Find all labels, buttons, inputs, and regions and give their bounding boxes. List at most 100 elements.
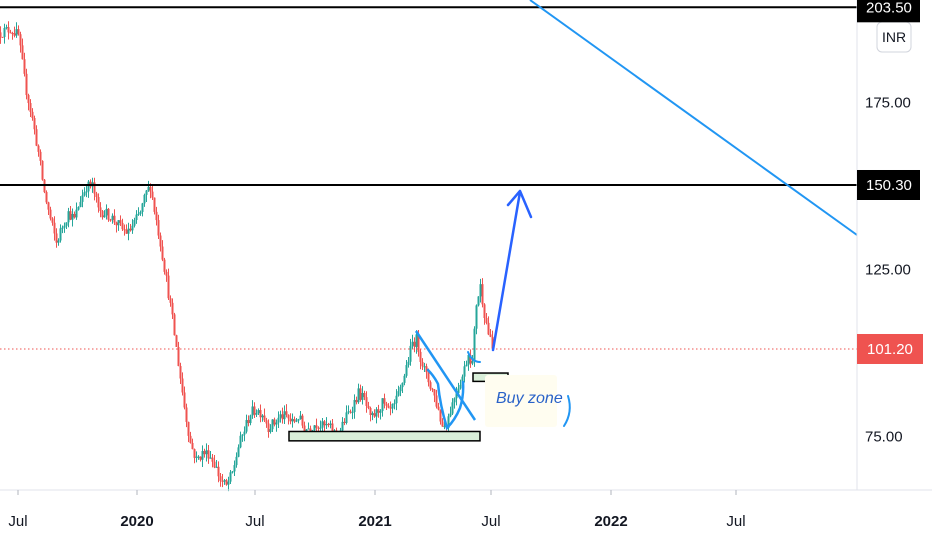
candle-body xyxy=(197,456,200,458)
candle-body xyxy=(0,32,2,37)
candle-body xyxy=(405,365,408,376)
candle-body xyxy=(111,215,114,220)
candle-body xyxy=(383,398,386,404)
candle-body xyxy=(387,405,390,408)
candle-body xyxy=(31,111,34,119)
candle-body xyxy=(403,375,406,383)
candle-body xyxy=(241,434,244,436)
candle-body xyxy=(259,410,262,418)
candle-body xyxy=(471,360,474,364)
candle-body xyxy=(481,284,484,305)
y-tick-label: 75.00 xyxy=(865,429,903,446)
candle-body xyxy=(309,428,312,431)
candle-body xyxy=(225,480,228,485)
candle-body xyxy=(331,423,334,433)
candle-body xyxy=(27,95,30,104)
candle-body xyxy=(265,420,268,424)
candle-body xyxy=(321,421,324,428)
candle-body xyxy=(141,203,144,212)
price-axis[interactable]: 75.00 125.00 175.00 INR xyxy=(856,0,932,490)
candle-body xyxy=(139,211,142,214)
candle-body xyxy=(217,466,220,477)
candle-body xyxy=(181,378,184,393)
x-tick-label: Jul xyxy=(8,513,27,530)
candle-body xyxy=(371,413,374,416)
candle-body xyxy=(307,428,310,430)
candle-body xyxy=(441,421,444,427)
candle-body xyxy=(489,334,492,337)
candle-body xyxy=(165,271,168,276)
candle-body xyxy=(69,211,72,220)
candle-body xyxy=(269,429,272,433)
candle-body xyxy=(81,195,84,202)
candle-body xyxy=(145,190,148,195)
candle-body xyxy=(487,322,490,335)
y-tick-label: 125.00 xyxy=(865,262,911,279)
candle-body xyxy=(293,419,296,422)
y-tick-label: 175.00 xyxy=(865,95,911,112)
candle-body xyxy=(437,406,440,410)
candle-body xyxy=(367,405,370,409)
candle-body xyxy=(1,36,4,38)
candle-body xyxy=(227,481,230,485)
candle-body xyxy=(395,395,398,404)
long-term-downtrend-line xyxy=(529,0,858,236)
candle-body xyxy=(491,336,494,349)
candle-body xyxy=(467,355,470,365)
candle-body xyxy=(99,207,102,211)
candle-body xyxy=(57,240,60,243)
candle-body xyxy=(349,411,352,413)
candle-body xyxy=(275,422,278,425)
candle-body xyxy=(29,103,32,112)
candle-body xyxy=(341,421,344,431)
candle-body xyxy=(223,480,226,482)
candle-body xyxy=(421,361,424,367)
candle-body xyxy=(399,387,402,392)
candle-body xyxy=(397,391,400,396)
candle-body xyxy=(207,450,210,459)
candle-body xyxy=(279,414,282,418)
candle-body xyxy=(267,423,270,433)
candle-body xyxy=(161,246,164,260)
buy-zone-label-bg xyxy=(485,375,557,427)
candle-body xyxy=(233,465,236,472)
buy-zone-label: Buy zone xyxy=(496,390,563,407)
candle-body xyxy=(23,59,26,74)
candle-body xyxy=(237,447,240,457)
candle-body xyxy=(393,403,396,405)
x-tick-label: 2020 xyxy=(120,513,153,530)
candle-body xyxy=(235,456,238,466)
candle-body xyxy=(61,227,64,229)
candle-body xyxy=(95,193,98,198)
candle-body xyxy=(203,451,206,455)
candle-body xyxy=(381,398,384,412)
candle-body xyxy=(35,129,38,146)
candle-body xyxy=(65,222,68,226)
candle-body xyxy=(125,229,128,234)
candle-body xyxy=(25,73,28,96)
candle-body xyxy=(477,296,480,306)
candle-body xyxy=(431,388,434,390)
candle-body xyxy=(427,372,430,383)
candle-body xyxy=(93,182,96,194)
candle-body xyxy=(103,215,106,218)
time-axis[interactable]: Jul 2020 Jul 2021 Jul 2022 Jul xyxy=(0,489,932,530)
candle-body xyxy=(277,417,280,423)
candle-body xyxy=(297,419,300,421)
candle-body xyxy=(85,191,88,193)
candle-body xyxy=(11,33,14,35)
candle-body xyxy=(169,298,172,303)
candle-body xyxy=(443,426,446,428)
candle-body xyxy=(121,222,124,230)
candle-body xyxy=(473,328,476,361)
candle-body xyxy=(461,376,464,385)
candle-body xyxy=(459,384,462,389)
candle-body xyxy=(239,435,242,448)
candle-body xyxy=(73,213,76,218)
candle-body xyxy=(113,215,116,223)
candle-body xyxy=(457,388,460,394)
candle-body xyxy=(149,186,152,192)
candle-body xyxy=(83,192,86,196)
candle-body xyxy=(191,442,194,450)
